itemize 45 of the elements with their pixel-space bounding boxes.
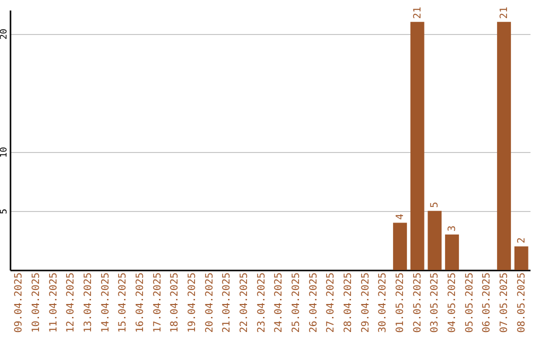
x-tick-label: 08.05.2025 — [516, 272, 528, 333]
data-label: 21 — [412, 6, 424, 19]
bar — [514, 246, 528, 270]
bar — [393, 222, 407, 270]
x-tick-label: 25.04.2025 — [291, 272, 302, 333]
data-label: 2 — [516, 237, 528, 244]
y-tick-label: 20 — [0, 28, 10, 40]
bar — [497, 22, 511, 270]
x-tick-label: 17.04.2025 — [152, 272, 164, 333]
x-tick-label: 30.04.2025 — [378, 272, 389, 333]
data-label: 3 — [447, 226, 458, 232]
x-tick-label: 22.04.2025 — [239, 272, 250, 333]
bar — [410, 22, 424, 270]
x-tick-label: 28.04.2025 — [343, 272, 354, 333]
y-tick-label: 10 — [0, 146, 10, 158]
x-tick-label: 27.04.2025 — [326, 272, 337, 333]
x-tick-label: 03.05.2025 — [430, 272, 441, 333]
data-label: 21 — [499, 6, 510, 19]
data-label: 5 — [430, 202, 441, 208]
x-tick-label: 20.04.2025 — [204, 272, 216, 333]
bar — [445, 234, 459, 270]
x-tick-label: 02.05.2025 — [412, 272, 424, 333]
x-tick-label: 13.04.2025 — [83, 272, 94, 333]
x-tick-label: 09.04.2025 — [14, 272, 25, 333]
x-tick-label: 07.05.2025 — [499, 272, 510, 333]
bar — [428, 210, 442, 270]
data-label: 4 — [395, 214, 406, 220]
x-tick-label: 11.04.2025 — [48, 272, 60, 333]
x-tick-label: 24.04.2025 — [274, 272, 285, 333]
x-tick-label: 19.04.2025 — [187, 272, 198, 333]
x-tick-label: 01.05.2025 — [395, 272, 406, 333]
x-tick-label: 18.04.2025 — [170, 272, 181, 333]
x-tick-label: 06.05.2025 — [482, 272, 493, 333]
x-tick-label: 16.04.2025 — [135, 272, 146, 333]
x-tick-label: 29.04.2025 — [360, 272, 372, 333]
x-tick-label: 21.04.2025 — [222, 272, 233, 333]
x-tick-label: 15.04.2025 — [118, 272, 129, 333]
x-tick-label: 05.05.2025 — [464, 272, 476, 333]
x-tick-label: 10.04.2025 — [31, 272, 42, 333]
x-tick-label: 26.04.2025 — [308, 272, 320, 333]
x-tick-label: 14.04.2025 — [100, 272, 112, 333]
y-tick-label: 5 — [0, 208, 10, 214]
x-tick-label: 04.05.2025 — [447, 272, 458, 333]
x-tick-label: 23.04.2025 — [256, 272, 268, 333]
x-tick-label: 12.04.2025 — [66, 272, 77, 333]
